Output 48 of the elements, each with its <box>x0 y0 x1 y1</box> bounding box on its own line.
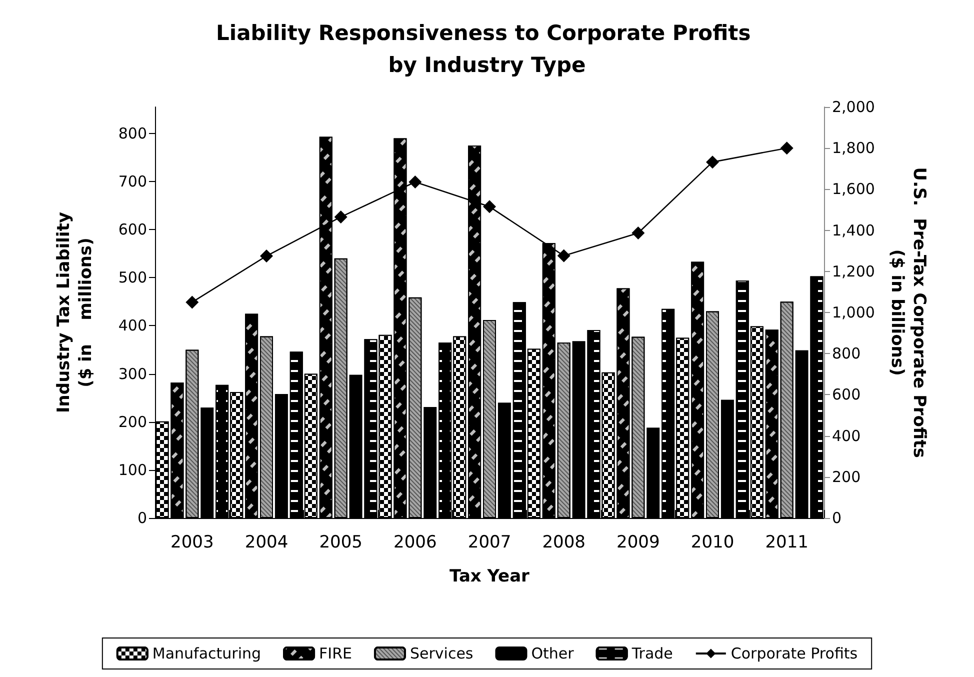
point <box>408 176 422 189</box>
y2-tick-label: 1,400 <box>832 221 875 240</box>
x-tick-label: 2007 <box>468 532 512 552</box>
x-tick-label: 2004 <box>244 532 288 552</box>
y2-tick-label: 1,800 <box>832 139 875 158</box>
y2-tick-label: 1,600 <box>832 180 875 198</box>
y2-tick-label: 1,000 <box>832 304 875 322</box>
y-tick-label: 100 <box>118 460 147 479</box>
y2-tick-label: 200 <box>832 468 861 486</box>
x-tick-label: 2003 <box>170 532 214 552</box>
point <box>186 296 199 309</box>
chart-title: Liability Responsiveness to Corporate Profits by Industry Type <box>216 21 758 77</box>
y-tick-label: 500 <box>118 268 147 287</box>
x-axis-title: Tax Year <box>450 566 530 586</box>
x-tick-label: 2006 <box>394 532 437 552</box>
y-tick-label: 200 <box>118 412 147 431</box>
legend-label: FIRE <box>319 644 352 662</box>
y2-tick-label: 800 <box>832 344 861 363</box>
y-tick-label: 300 <box>118 364 147 383</box>
y2-tick-label: 1,200 <box>832 262 875 280</box>
point <box>483 200 496 214</box>
point <box>334 210 348 224</box>
y-tick-label: 600 <box>118 220 147 239</box>
legend-label: Corporate Profits <box>730 644 858 662</box>
x-tick-label: 2010 <box>690 532 734 552</box>
y-tick-label: 400 <box>118 316 147 335</box>
y2-tick-label: 2,000 <box>832 98 875 116</box>
x-tick-label: 2005 <box>319 532 362 552</box>
point <box>632 226 645 240</box>
y2-tick-label: 0 <box>832 509 842 527</box>
y2-tick-label: 400 <box>832 426 861 445</box>
y-tick-label: 800 <box>118 124 147 142</box>
legend-label: Other <box>531 644 575 662</box>
legend-label: Manufacturing <box>152 644 262 662</box>
point <box>706 156 719 169</box>
y2-axis-title: U.S. Pre-Tax Corporate Profits ($ in billions) <box>886 167 929 458</box>
y-tick-label: 700 <box>118 172 147 191</box>
y2-tick-label: 600 <box>832 386 861 404</box>
x-tick-label: 2009 <box>616 532 660 552</box>
point <box>557 249 570 262</box>
legend-label: Trade <box>630 644 673 662</box>
point <box>260 249 273 262</box>
legend-label: Services <box>410 644 474 662</box>
x-tick-label: 2008 <box>542 532 586 552</box>
y-tick-label: 0 <box>137 509 147 527</box>
x-tick-label: 2011 <box>765 532 808 552</box>
point <box>780 142 794 155</box>
y-axis-title: Industry Tax Liability ($ in millions) <box>54 212 96 414</box>
